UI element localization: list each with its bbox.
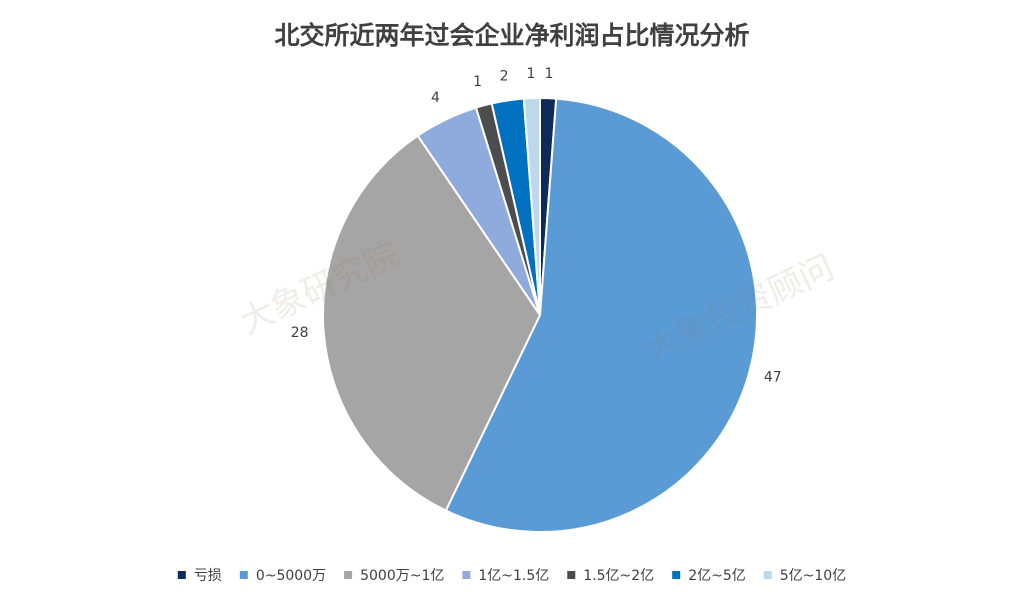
legend: 亏损 0~5000万 5000万~1亿 1亿~1.5亿 1.5亿~2亿 2亿~5亿 5亿~1… — [177, 568, 846, 584]
legend-label: 5000万~1亿 — [360, 568, 444, 584]
legend-swatch — [344, 571, 353, 579]
legend-swatch — [567, 571, 576, 579]
legend-swatch — [239, 571, 248, 579]
data-label: 1 — [527, 66, 536, 82]
legend-label: 1.5亿~2亿 — [583, 568, 654, 584]
legend-swatch — [672, 571, 681, 579]
legend-swatch — [177, 571, 186, 579]
legend-label: 亏损 — [194, 568, 222, 584]
pie-slice — [322, 134, 542, 512]
data-label: 2 — [500, 69, 509, 85]
legend-swatch — [763, 571, 772, 579]
data-label: 4 — [431, 90, 440, 106]
legend-label: 5亿~10亿 — [780, 568, 846, 584]
data-label: 1 — [473, 74, 482, 90]
data-label: 28 — [291, 325, 309, 341]
chart-title: 北交所近两年过会企业净利润占比情况分析 — [274, 21, 749, 50]
legend-label: 0~5000万 — [256, 568, 326, 584]
legend-label: 1亿~1.5亿 — [478, 568, 549, 584]
data-label: 47 — [764, 369, 782, 385]
pie-slice — [444, 97, 758, 533]
pie-slice — [522, 96, 541, 316]
data-label: 1 — [545, 66, 554, 82]
legend-swatch — [462, 571, 471, 579]
legend-label: 2亿~5亿 — [688, 568, 746, 584]
